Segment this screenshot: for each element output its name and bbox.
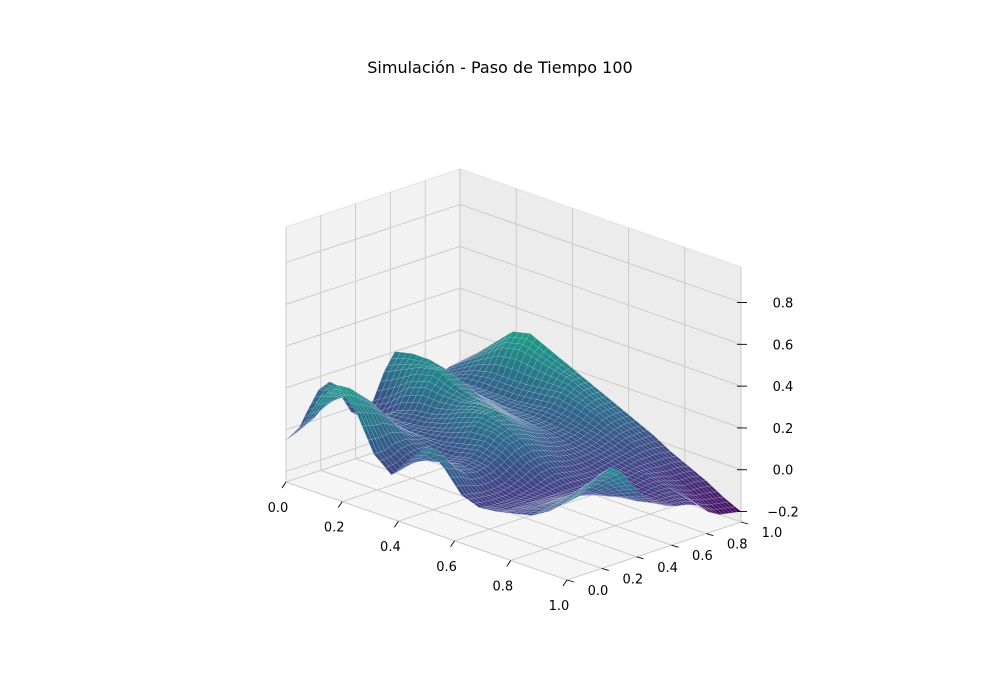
y-tick-label: 0.2 [622,572,643,587]
z-tick-label: 0.0 [773,464,794,479]
x-tick-mark [394,520,399,528]
axis-ticks: 0.0 0.2 0.4 0.6 0.8 1.0 0.0 0.2 0.4 0.6 0.8 1.0 −0.2… [268,297,799,614]
x-tick-mark [281,481,287,489]
z-tick-label: 0.8 [773,297,794,312]
y-gridline [355,203,637,558]
z-gridline [285,245,742,345]
x-tick-mark [337,501,343,508]
z-tick-label: −0.2 [767,506,799,521]
y-tick-mark [706,533,714,537]
z-tick-label: 0.6 [773,338,794,353]
surface-mesh [285,331,742,516]
x-tick-label: 1.0 [549,599,570,614]
x-tick-label: 0.6 [436,560,457,575]
x-tick-mark [450,540,455,548]
y-tick-label: 0.4 [657,561,678,576]
x-tick-mark [562,579,568,587]
y-tick-mark [740,521,749,525]
x-tick-label: 0.2 [324,521,345,536]
y-tick-mark [601,567,609,571]
x-tick-label: 0.8 [492,579,513,594]
y-tick-label: 0.0 [588,584,609,599]
y-tick-label: 0.8 [727,538,748,553]
z-gridline [285,329,742,429]
x-tick-label: 0.4 [380,540,401,555]
y-tick-label: 1.0 [762,526,783,541]
z-tick-label: 0.2 [773,422,794,437]
surface-facet [561,500,571,506]
y-tick-label: 0.6 [692,549,713,564]
chart-title: Simulación - Paso de Tiempo 100 [367,58,633,77]
y-tick-mark [671,544,679,548]
x-tick-label: 0.0 [268,501,289,516]
z-gridline [285,204,742,303]
z-tick-label: 0.4 [773,380,794,395]
z-gridline [285,287,742,387]
y-tick-mark [566,579,575,583]
x-tick-mark [506,560,512,567]
y-tick-mark [636,556,644,560]
y-gridline [320,215,602,569]
